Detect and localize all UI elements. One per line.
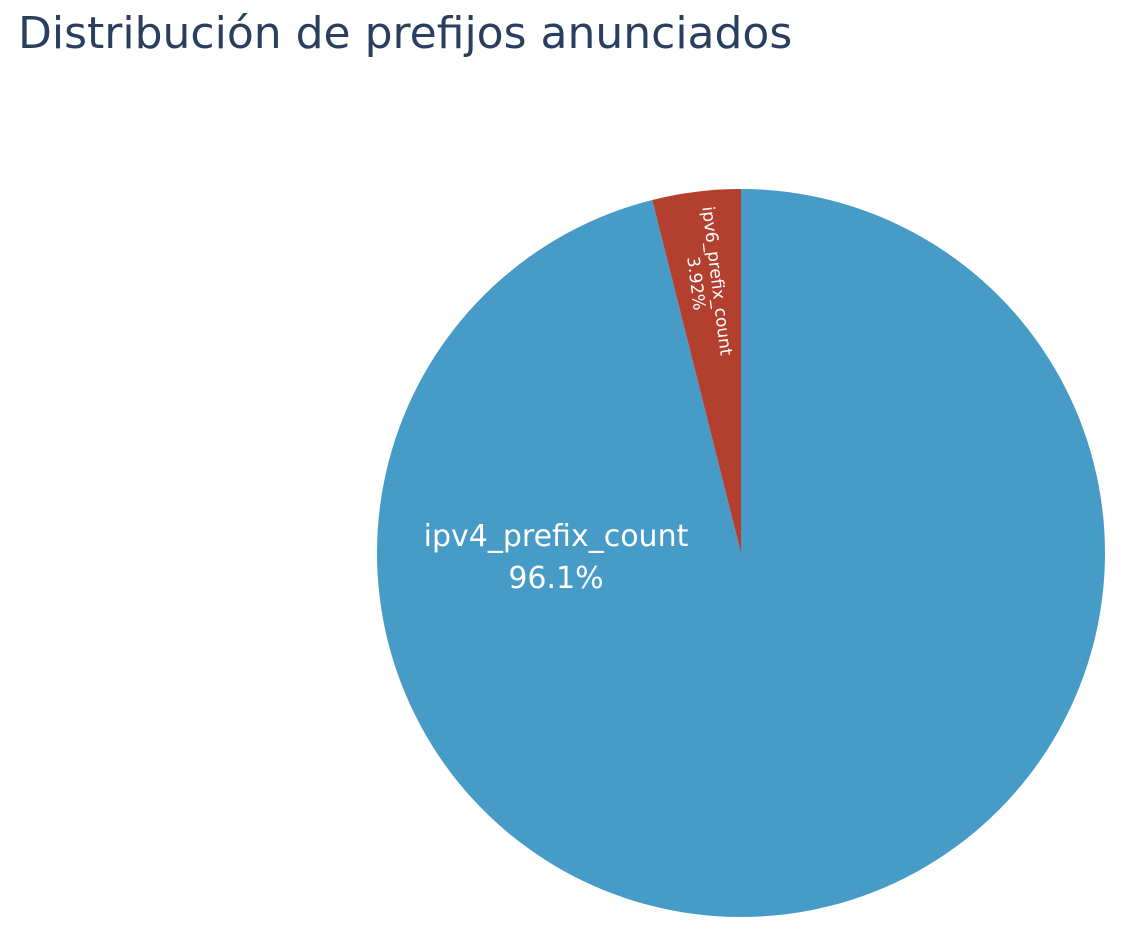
chart-title: Distribución de prefijos anunciados — [18, 8, 793, 59]
pie-slice-ipv6-prefix-count — [652, 189, 741, 553]
slice-label-ipv4-prefix-count: ipv4_prefix_count 96.1% — [424, 519, 689, 596]
pie-slices — [377, 189, 1105, 917]
